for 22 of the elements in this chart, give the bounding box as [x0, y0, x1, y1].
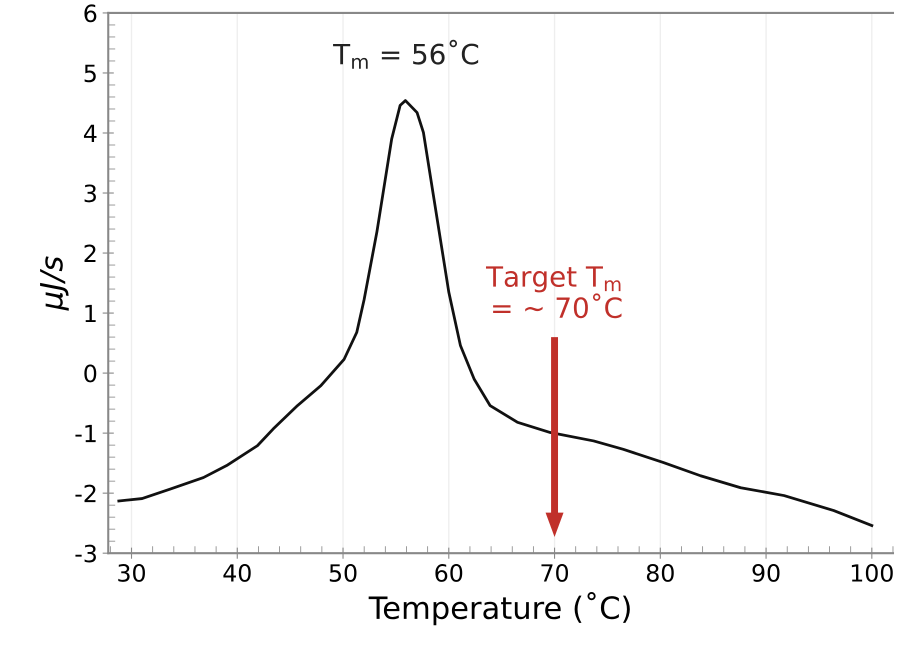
- x-tick-label: 50: [330, 564, 356, 582]
- annotation: T$_{m}$ = 56˚C: [333, 40, 478, 69]
- x-tick-label: 30: [118, 564, 145, 582]
- y-tick-label: 4: [84, 124, 96, 142]
- y-tick-label: -3: [75, 544, 96, 562]
- x-tick-label: 40: [223, 564, 251, 582]
- y-tick-label: 1: [85, 304, 96, 322]
- y-axis-title: μJ/s: [40, 256, 69, 311]
- x-tick-label: 90: [752, 564, 780, 582]
- x-tick-label: 60: [435, 564, 462, 582]
- y-tick-label: 6: [84, 4, 96, 22]
- y-tick-label: 2: [84, 244, 96, 262]
- y-tick-label: -1: [75, 424, 96, 442]
- x-tick-label: 100: [852, 564, 893, 582]
- y-tick-label: 3: [84, 184, 96, 202]
- y-tick-label: 5: [84, 64, 96, 82]
- x-tick-label: 70: [541, 564, 568, 582]
- y-tick-label: -2: [75, 484, 96, 502]
- y-tick-label: 0: [84, 364, 96, 382]
- ref-line-label: Target T$_{m}$ = ~ 70˚C: [486, 266, 622, 318]
- x-tick-label: 80: [646, 564, 674, 582]
- x-axis-title: Temperature (˚C): [368, 592, 630, 626]
